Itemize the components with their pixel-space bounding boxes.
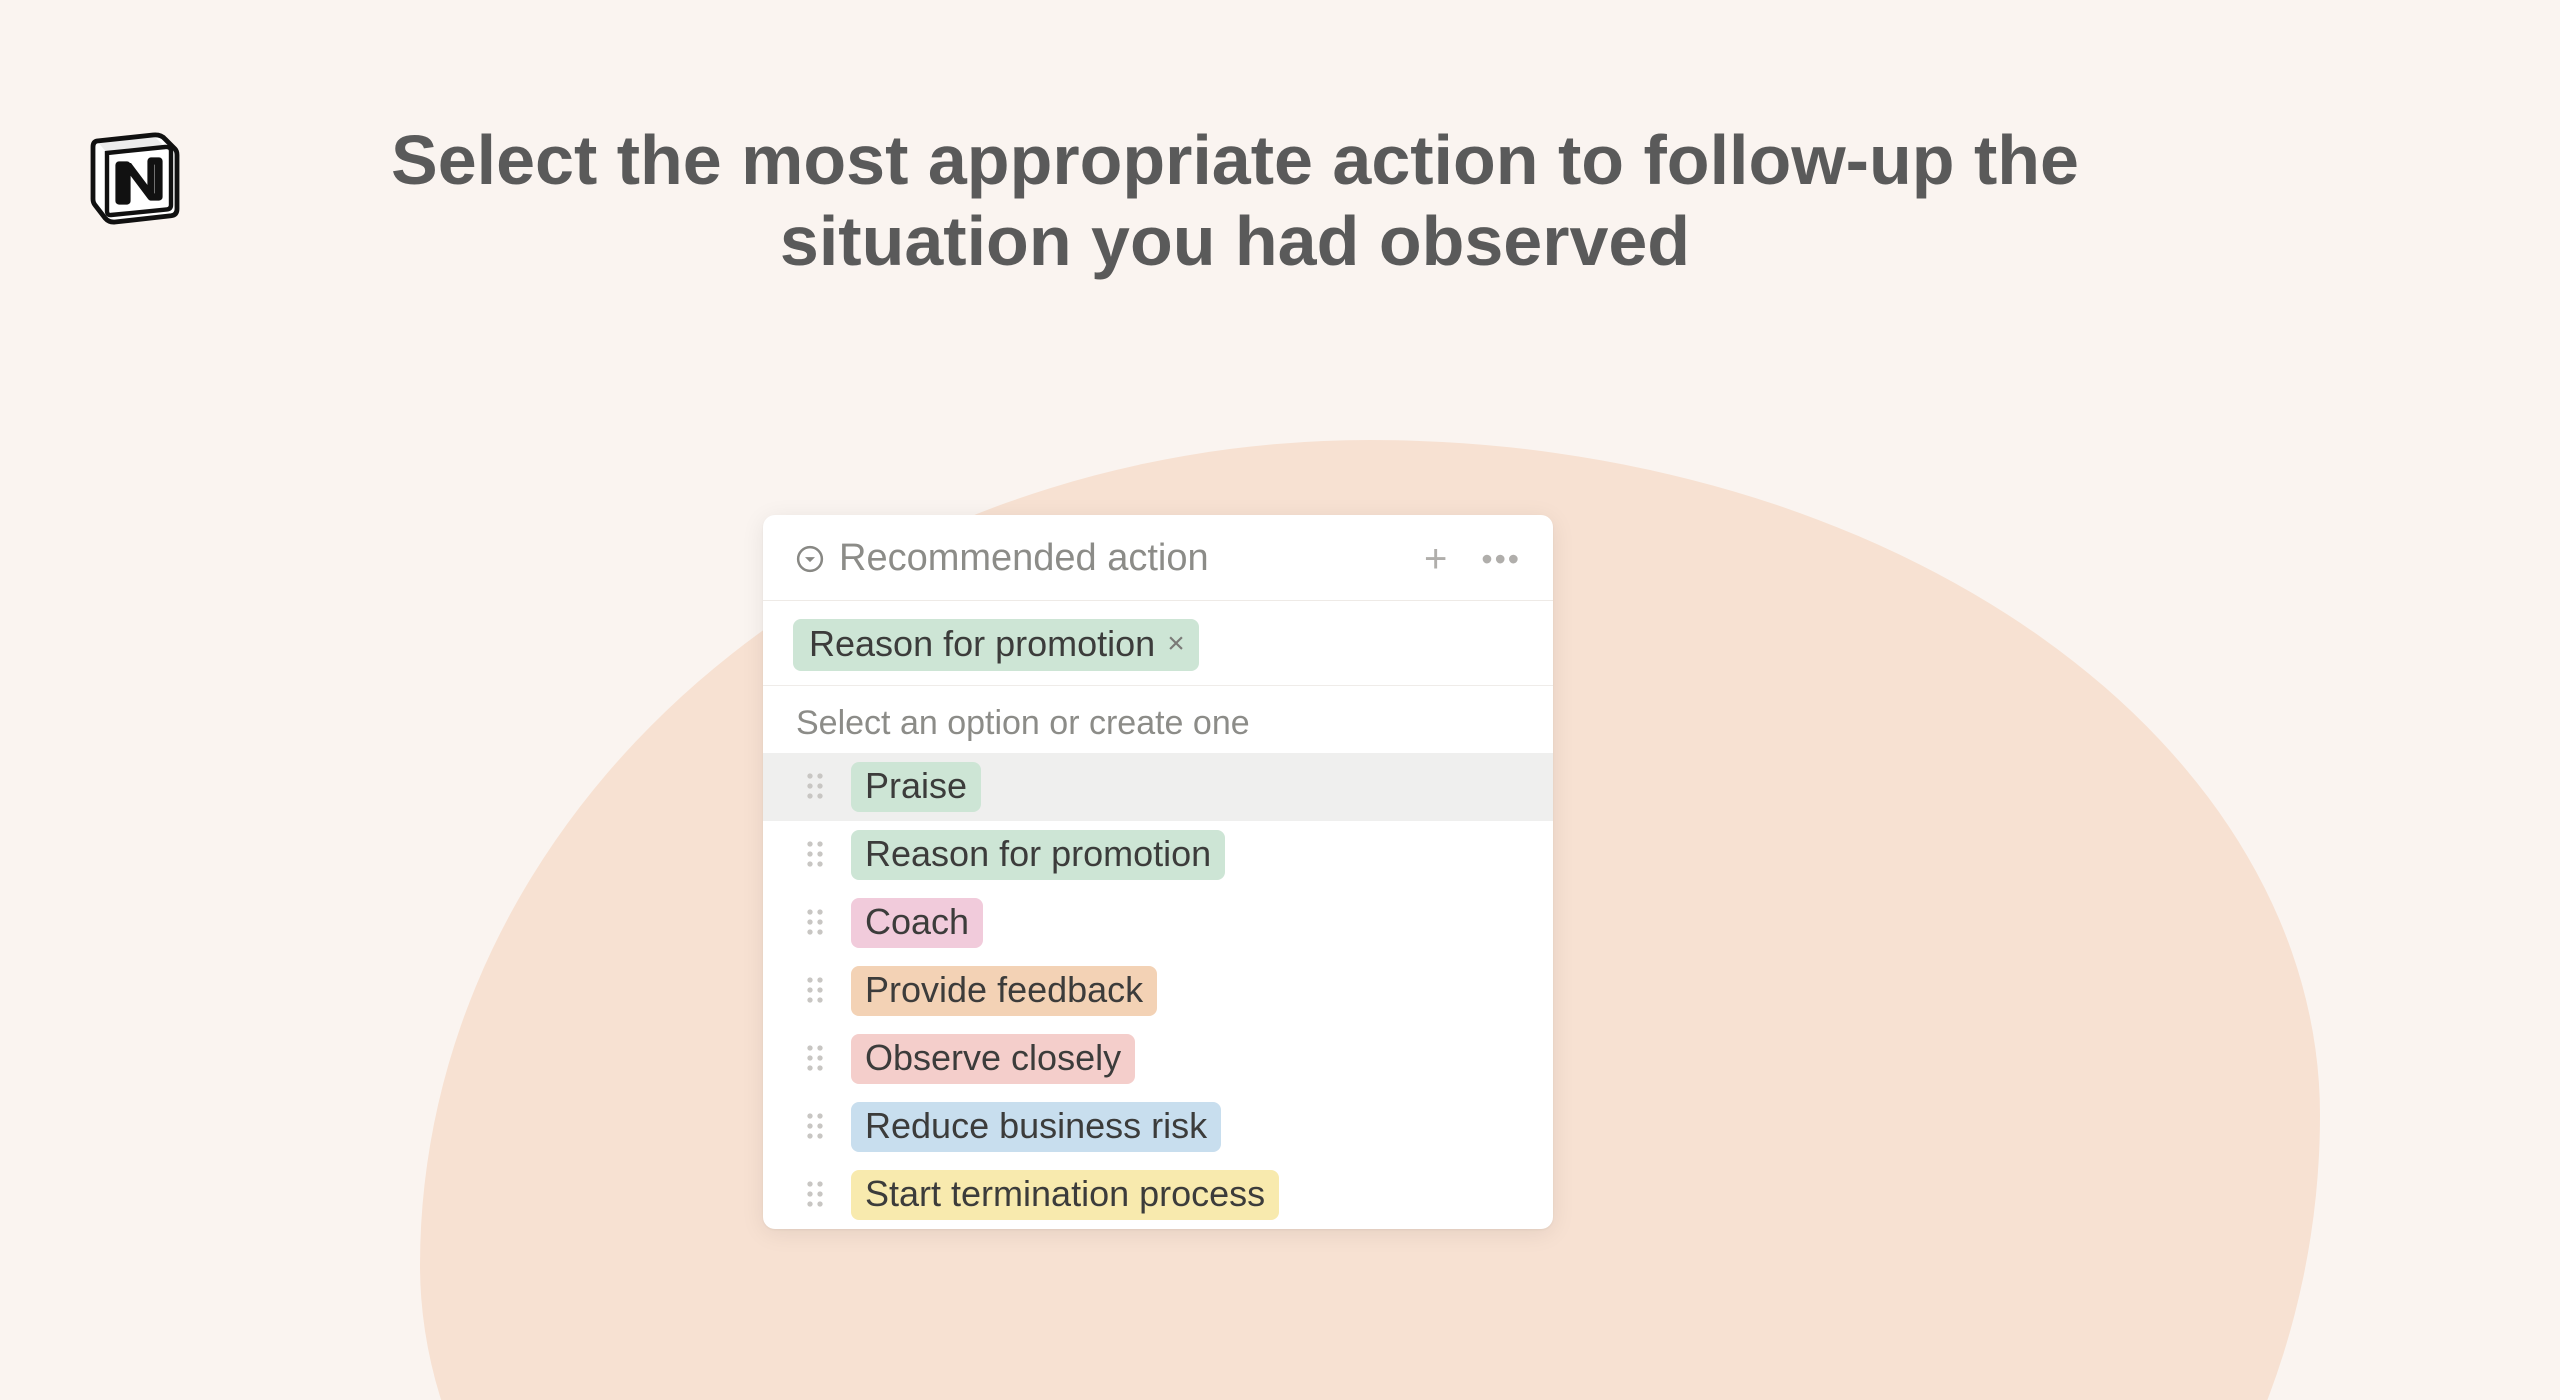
selected-tag-label: Reason for promotion — [809, 623, 1155, 665]
drag-handle-icon[interactable] — [805, 1043, 829, 1075]
selected-tag[interactable]: Reason for promotion × — [793, 619, 1199, 671]
option-row[interactable]: Reduce business risk — [763, 1093, 1553, 1161]
page-heading: Select the most appropriate action to fo… — [370, 120, 2100, 281]
option-row[interactable]: Coach — [763, 889, 1553, 957]
option-row[interactable]: Praise — [763, 753, 1553, 821]
drag-handle-icon[interactable] — [805, 1111, 829, 1143]
option-tag: Reduce business risk — [851, 1102, 1221, 1152]
select-property-icon — [795, 544, 825, 574]
options-list: Praise Reason for promotion Coach Provide f… — [763, 753, 1553, 1229]
option-tag: Observe closely — [851, 1034, 1135, 1084]
option-tag: Start termination process — [851, 1170, 1279, 1220]
option-row[interactable]: Observe closely — [763, 1025, 1553, 1093]
selected-tags-row: Reason for promotion × — [763, 601, 1553, 686]
add-option-button[interactable]: + — [1424, 539, 1447, 579]
option-tag: Reason for promotion — [851, 830, 1225, 880]
select-instruction: Select an option or create one — [763, 686, 1553, 753]
drag-handle-icon[interactable] — [805, 975, 829, 1007]
notion-logo — [85, 125, 185, 225]
option-tag: Coach — [851, 898, 983, 948]
drag-handle-icon[interactable] — [805, 771, 829, 803]
drag-handle-icon[interactable] — [805, 907, 829, 939]
drag-handle-icon[interactable] — [805, 1179, 829, 1211]
select-panel: Recommended action + ••• Reason for prom… — [763, 515, 1553, 1229]
remove-tag-button[interactable]: × — [1167, 629, 1185, 659]
panel-title: Recommended action — [839, 537, 1410, 580]
option-row[interactable]: Reason for promotion — [763, 821, 1553, 889]
more-options-button[interactable]: ••• — [1481, 543, 1521, 575]
drag-handle-icon[interactable] — [805, 839, 829, 871]
option-tag: Praise — [851, 762, 981, 812]
option-tag: Provide feedback — [851, 966, 1157, 1016]
option-row[interactable]: Start termination process — [763, 1161, 1553, 1229]
panel-header: Recommended action + ••• — [763, 515, 1553, 601]
option-row[interactable]: Provide feedback — [763, 957, 1553, 1025]
